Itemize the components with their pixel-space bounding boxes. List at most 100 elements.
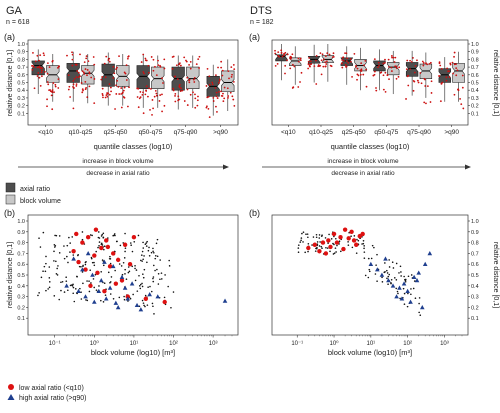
scatter-point xyxy=(144,243,147,246)
jitter-point xyxy=(232,80,235,83)
scatter-point xyxy=(403,292,406,295)
scatter-point xyxy=(336,244,338,247)
jitter-point xyxy=(159,94,162,96)
scatter-point xyxy=(89,269,91,271)
ytick-label: 0.8 xyxy=(17,241,25,247)
scatter-point xyxy=(135,269,138,271)
jitter-point xyxy=(44,70,46,73)
high-axial-point xyxy=(122,285,128,290)
high-axial-point xyxy=(405,288,410,293)
xtick-label: q75-q90 xyxy=(174,129,198,136)
jitter-point xyxy=(72,107,75,110)
jitter-point xyxy=(103,62,106,65)
scatter-point xyxy=(386,269,388,272)
scatter-point xyxy=(370,257,373,260)
jitter-point xyxy=(172,55,175,58)
jitter-point xyxy=(101,94,104,97)
scatter-point xyxy=(156,268,158,271)
scatter-point xyxy=(104,294,107,296)
scatter-point xyxy=(368,268,371,271)
jitter-point xyxy=(231,95,234,98)
scatter-point xyxy=(388,273,391,276)
ytick-label: 0.1 xyxy=(471,111,479,117)
jitter-point xyxy=(161,110,163,113)
low-axial-point xyxy=(338,235,343,240)
arrow-top-right: increase in block volume xyxy=(327,158,399,165)
scatter-point xyxy=(141,260,143,262)
jitter-point xyxy=(446,67,449,70)
jitter-point xyxy=(299,59,302,62)
jitter-point xyxy=(85,55,88,58)
jitter-point xyxy=(38,65,41,68)
scatter-point xyxy=(418,311,420,314)
scatter-point xyxy=(297,247,300,249)
ylabel-scatter-left: relative distance [0,1] xyxy=(7,242,14,308)
scatter-point xyxy=(100,299,102,302)
jitter-point xyxy=(183,56,186,59)
jitter-point xyxy=(48,66,51,69)
scatter-point xyxy=(53,250,55,253)
scatter-point xyxy=(142,273,144,275)
high-axial-point xyxy=(427,251,433,256)
jitter-point xyxy=(183,100,186,102)
jitter-point xyxy=(155,92,158,95)
scatter-point xyxy=(384,271,386,273)
scatter-point xyxy=(388,259,390,261)
jitter-point xyxy=(150,88,152,90)
jitter-point xyxy=(122,96,125,98)
scatter-point xyxy=(335,251,337,253)
jitter-point xyxy=(84,88,87,91)
scatter-point xyxy=(157,283,160,285)
scatter-point xyxy=(164,274,166,276)
jitter-point xyxy=(289,55,292,58)
scatter-point xyxy=(364,274,367,277)
scatter-point xyxy=(120,265,123,267)
jitter-point xyxy=(283,52,285,55)
jitter-point xyxy=(410,60,413,63)
scatter-point xyxy=(107,237,109,239)
scatter-point xyxy=(72,286,75,289)
jitter-point xyxy=(151,99,154,101)
jitter-point xyxy=(207,108,210,110)
scatter-point xyxy=(315,233,318,236)
jitter-point xyxy=(330,65,333,68)
jitter-point xyxy=(194,97,197,100)
scatter-point xyxy=(54,234,56,237)
jitter-point xyxy=(218,79,221,82)
jitter-point xyxy=(360,62,363,65)
jitter-point xyxy=(221,69,224,72)
xtick-label: 10⁰ xyxy=(90,340,100,347)
jitter-point xyxy=(79,53,81,56)
jitter-point xyxy=(178,98,181,101)
jitter-point xyxy=(357,74,360,77)
scatter-point xyxy=(109,281,112,283)
ytick-label: 0.2 xyxy=(471,104,479,110)
ytick-label: 0.3 xyxy=(471,295,479,301)
low-axial-point xyxy=(102,289,107,294)
scatter-point xyxy=(66,255,68,258)
jitter-point xyxy=(174,100,177,103)
scatter-point xyxy=(362,239,365,242)
scatter-point xyxy=(404,278,407,281)
legend-axial-label: axial ratio xyxy=(20,186,50,193)
scatter-point xyxy=(149,285,151,288)
scatter-point xyxy=(81,271,84,273)
scatter-point xyxy=(147,249,150,252)
jitter-point xyxy=(313,65,316,67)
low-axial-point xyxy=(306,245,311,251)
jitter-point xyxy=(307,60,310,63)
jitter-point xyxy=(456,69,459,72)
scatter-point xyxy=(48,286,51,289)
jitter-point xyxy=(179,64,182,67)
jitter-point xyxy=(308,56,311,59)
jitter-point xyxy=(196,99,199,102)
scatter-point xyxy=(356,238,358,241)
scatter-point xyxy=(152,250,154,253)
scatter-point xyxy=(391,261,394,263)
jitter-point xyxy=(46,98,48,101)
scatter-point xyxy=(66,244,69,247)
label-a-left: (a) xyxy=(4,32,15,42)
ytick-label: 0.6 xyxy=(471,262,479,268)
scatter-point xyxy=(418,302,420,305)
jitter-point xyxy=(71,51,73,54)
